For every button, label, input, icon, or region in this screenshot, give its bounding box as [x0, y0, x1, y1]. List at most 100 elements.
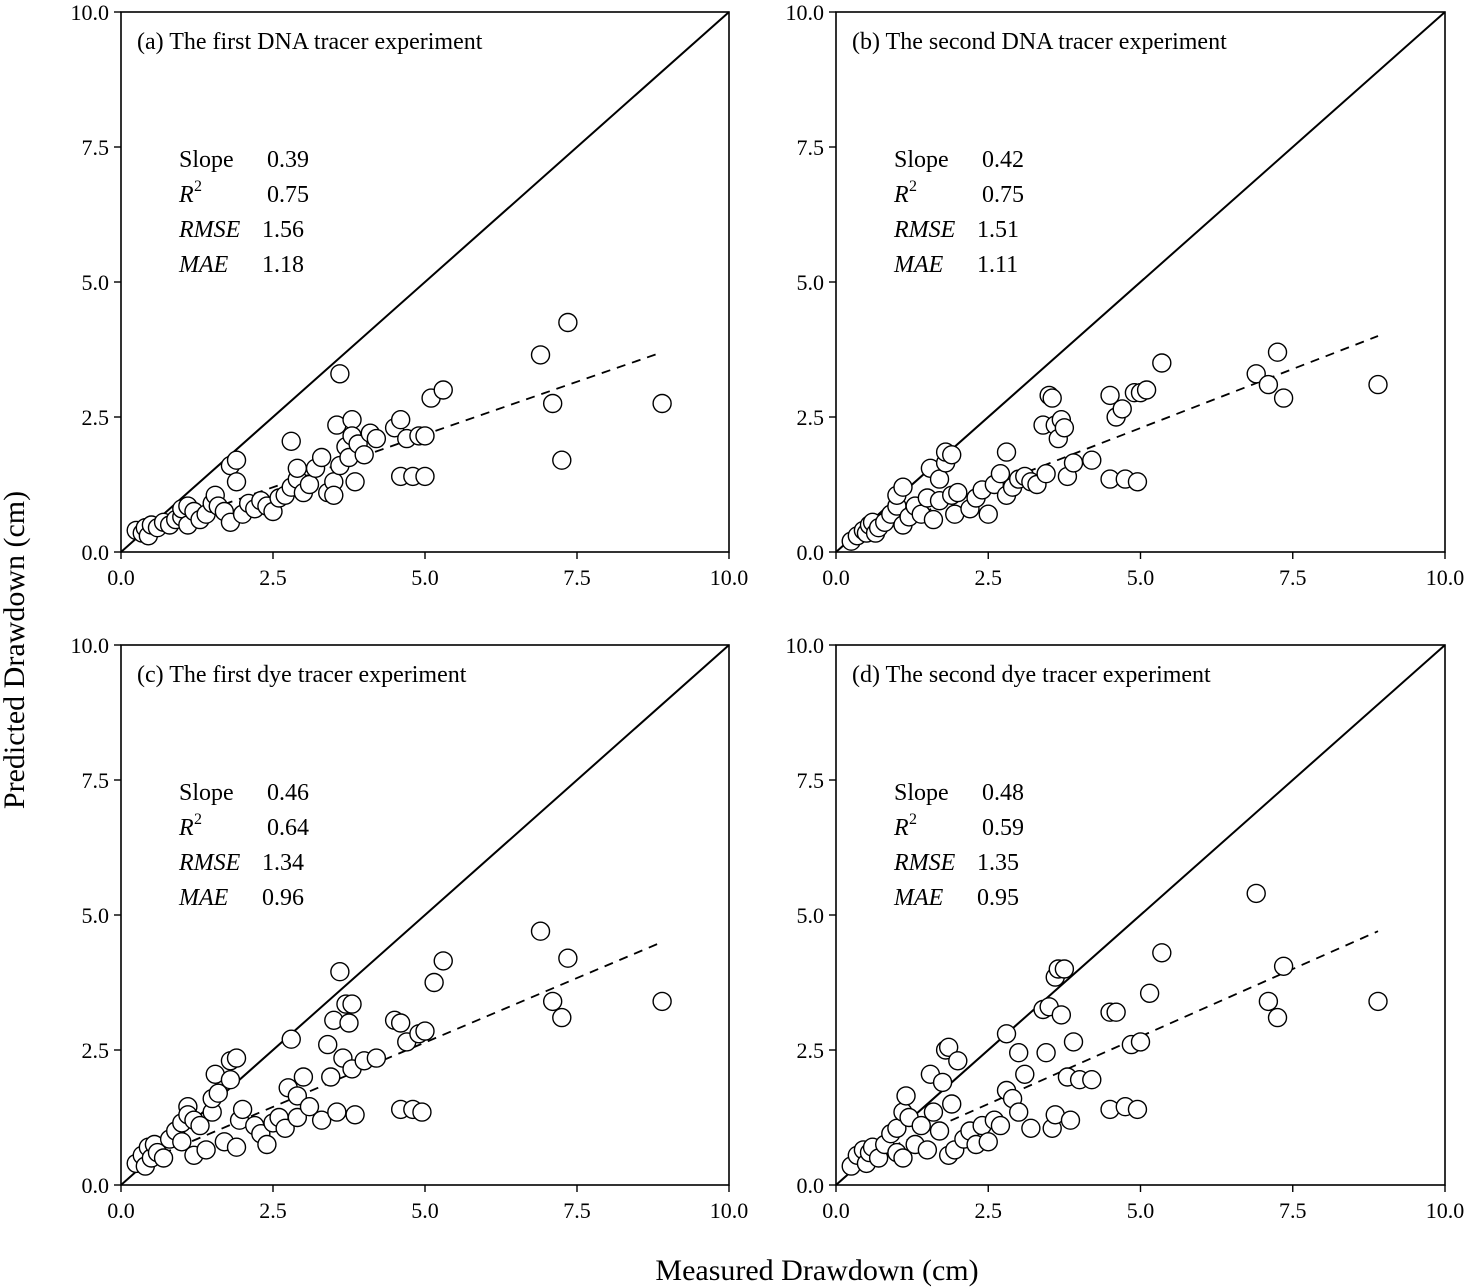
- stat-value: 1.11: [977, 252, 1018, 278]
- data-point: [232, 1099, 253, 1120]
- x-axis-title: Measured Drawdown (cm): [655, 1254, 978, 1287]
- data-point: [415, 466, 435, 487]
- data-point: [354, 445, 374, 465]
- data-point: [1060, 1110, 1081, 1130]
- x-tick-label: 2.5: [975, 1198, 1003, 1223]
- data-point: [896, 1086, 916, 1106]
- data-point: [257, 1134, 277, 1155]
- data-point: [929, 469, 950, 489]
- data-point: [287, 458, 308, 478]
- y-axis-title: Predicted Drawdown (cm): [0, 491, 31, 809]
- data-point: [911, 1115, 931, 1136]
- data-point: [948, 482, 968, 503]
- panel-b: 0.0 2.5 5.0 7.5 10.0 0.0 2.5 5.0 7.5 10.0 (b) The …: [786, 0, 1465, 590]
- data-point: [1009, 1102, 1029, 1122]
- stat-label: R: [893, 182, 909, 208]
- data-point: [1015, 1064, 1035, 1085]
- stat-label: MAE: [178, 252, 229, 278]
- data-point: [433, 951, 453, 971]
- stat-value: 0.48: [982, 780, 1024, 806]
- stat-value: 0.75: [982, 182, 1024, 208]
- data-point: [978, 504, 998, 524]
- data-point: [390, 1013, 411, 1033]
- x-tick-label: 0.0: [107, 565, 135, 590]
- x-tick-label: 5.0: [1127, 565, 1155, 590]
- data-point: [1258, 991, 1279, 1012]
- x-tick-label: 0.0: [822, 565, 850, 590]
- y-tick-label: 2.5: [797, 405, 825, 430]
- data-point: [433, 380, 453, 400]
- stat-label: RMSE: [893, 217, 956, 243]
- data-point: [324, 485, 344, 505]
- data-point: [1036, 1042, 1056, 1063]
- panel-d: 0.0 2.5 5.0 7.5 10.0 0.0 2.5 5.0 7.5 10.0 (d) The …: [786, 633, 1465, 1223]
- data-point: [1273, 956, 1294, 976]
- stat-value: 1.35: [977, 850, 1019, 876]
- data-point: [1152, 943, 1172, 963]
- data-point: [299, 474, 320, 495]
- data-point: [558, 312, 578, 333]
- panel-title: (b) The second DNA tracer experiment: [852, 29, 1227, 55]
- data-point: [345, 1105, 365, 1125]
- panel-title: (a) The first DNA tracer experiment: [137, 29, 483, 55]
- x-tick-label: 5.0: [411, 1198, 439, 1223]
- stat-label: Slope: [894, 780, 949, 806]
- data-point: [226, 450, 247, 470]
- x-tick-label: 7.5: [563, 1198, 591, 1223]
- stat-label: MAE: [178, 885, 229, 911]
- x-tick-label: 10.0: [1426, 1198, 1465, 1223]
- x-tick-label: 5.0: [1127, 1198, 1155, 1223]
- data-point: [415, 426, 435, 446]
- data-point: [1063, 1032, 1084, 1052]
- data-point: [1127, 1099, 1148, 1120]
- x-tick-label: 0.0: [107, 1198, 135, 1223]
- stat-superscript: 2: [909, 178, 917, 195]
- data-point: [1051, 1005, 1072, 1025]
- data-point: [318, 1034, 338, 1055]
- stat-value: 0.42: [982, 147, 1024, 173]
- y-tick-label: 2.5: [82, 405, 110, 430]
- y-tick-label: 0.0: [82, 1173, 110, 1198]
- stat-label: R: [178, 182, 194, 208]
- panel-title: (d) The second dye tracer experiment: [852, 662, 1211, 688]
- data-point: [1130, 1032, 1151, 1052]
- panel-title: (c) The first dye tracer experiment: [137, 662, 467, 688]
- stat-label: Slope: [894, 147, 949, 173]
- data-point: [311, 447, 332, 468]
- data-point: [220, 1069, 241, 1090]
- data-point: [208, 1083, 228, 1103]
- data-point: [1082, 1069, 1102, 1090]
- data-point: [327, 1102, 347, 1122]
- y-tick-label: 7.5: [82, 768, 110, 793]
- data-point: [948, 1051, 968, 1071]
- stat-label: Slope: [179, 147, 234, 173]
- data-point: [311, 1110, 332, 1130]
- regression-line: [132, 351, 663, 537]
- data-point: [1246, 364, 1266, 384]
- x-tick-label: 2.5: [259, 1198, 287, 1223]
- data-point: [1106, 1002, 1126, 1022]
- x-tick-label: 7.5: [563, 565, 591, 590]
- stat-label: RMSE: [178, 850, 241, 876]
- data-point: [552, 450, 572, 470]
- x-tick-label: 10.0: [710, 1198, 749, 1223]
- data-point: [990, 464, 1011, 484]
- data-point: [530, 921, 551, 941]
- x-tick-label: 7.5: [1279, 565, 1307, 590]
- regression-line: [132, 941, 663, 1167]
- data-point: [321, 1067, 341, 1087]
- stat-label: MAE: [893, 252, 944, 278]
- data-point: [942, 445, 962, 465]
- x-tick-label: 0.0: [822, 1198, 850, 1223]
- data-point: [917, 1140, 938, 1160]
- x-tick-label: 5.0: [411, 565, 439, 590]
- data-point: [1100, 385, 1120, 406]
- data-point: [990, 1115, 1011, 1136]
- x-tick-label: 10.0: [710, 565, 749, 590]
- data-point: [412, 1102, 432, 1122]
- data-point: [1368, 991, 1388, 1012]
- stat-value: 0.95: [977, 885, 1019, 911]
- one-to-one-line: [835, 644, 1446, 1186]
- stat-label: MAE: [893, 885, 944, 911]
- data-point: [299, 1096, 320, 1117]
